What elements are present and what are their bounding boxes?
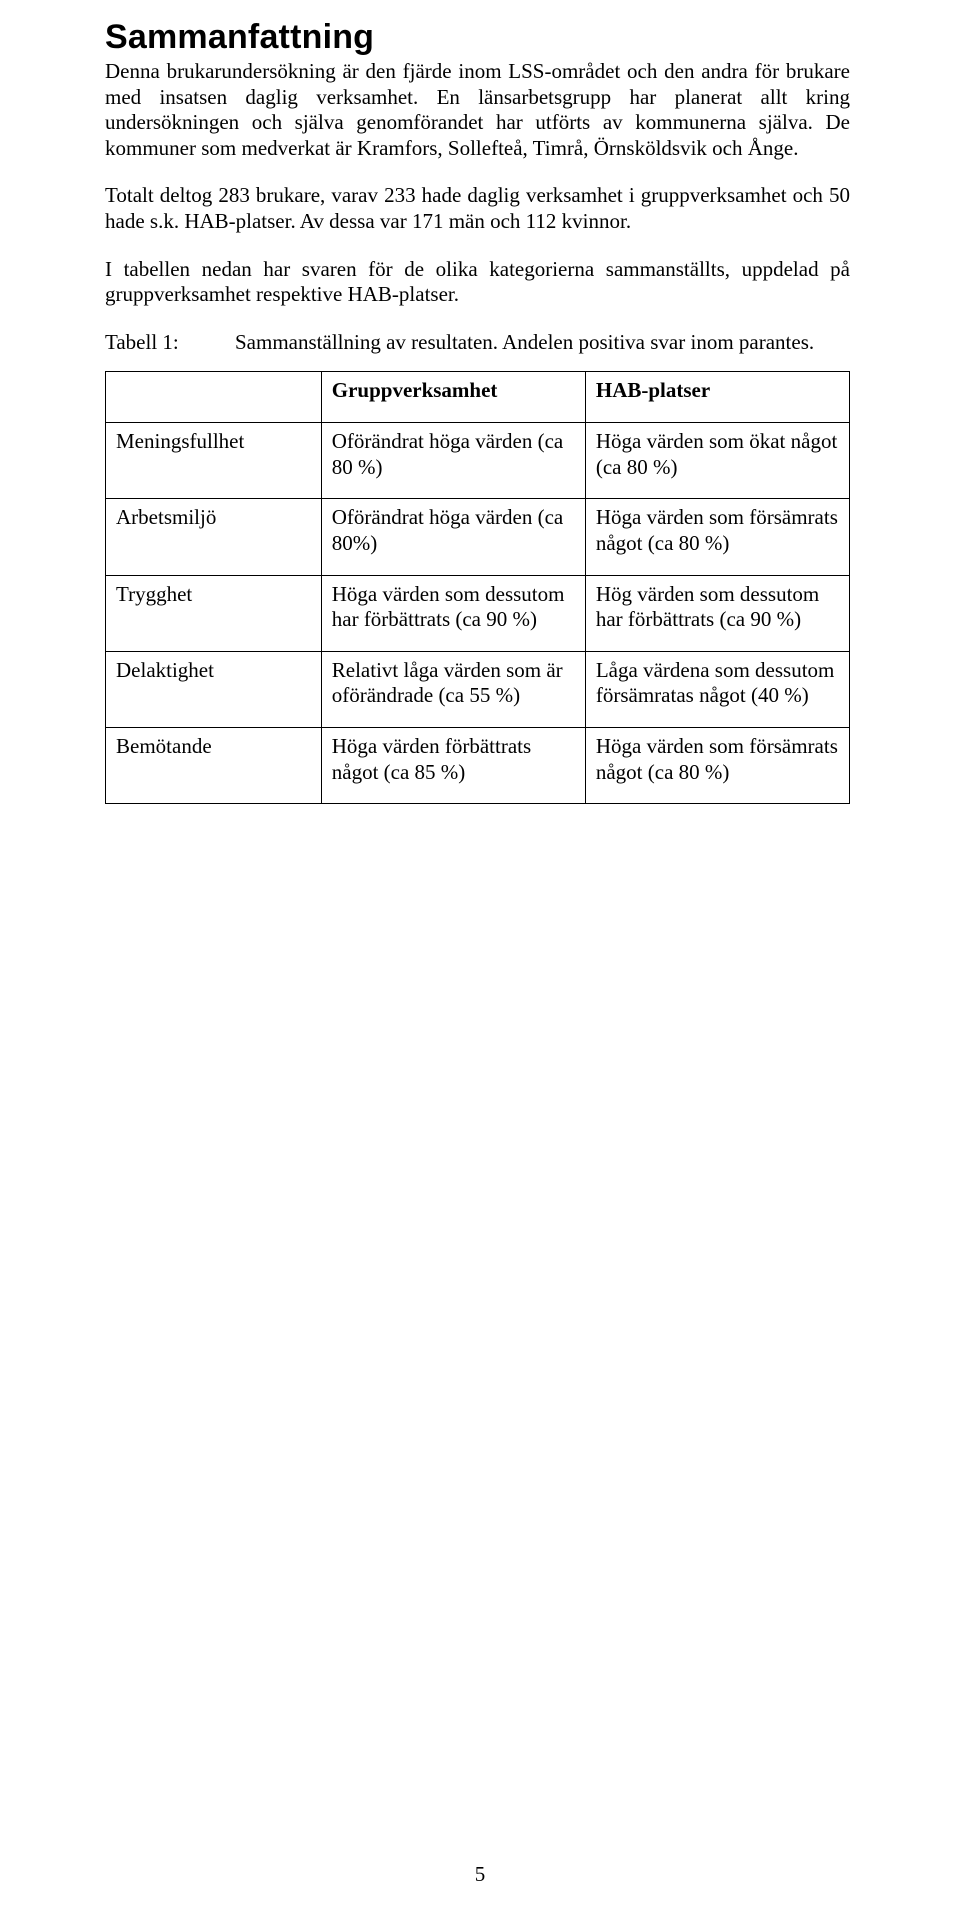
results-table: Gruppverksamhet HAB-platser Meningsfullh… <box>105 371 850 804</box>
document-page: Sammanfattning Denna brukarundersökning … <box>0 0 960 1915</box>
cell-hab: Höga värden som försämrats något (ca 80 … <box>585 499 849 575</box>
page-number: 5 <box>0 1862 960 1887</box>
table-row: Meningsfullhet Oförändrat höga värden (c… <box>106 423 850 499</box>
table-caption: Tabell 1: Sammanställning av resultaten.… <box>105 330 850 356</box>
cell-grupp: Oförändrat höga värden (ca 80%) <box>321 499 585 575</box>
table-row: Bemötande Höga värden förbättrats något … <box>106 727 850 803</box>
paragraph-table-intro: I tabellen nedan har svaren för de olika… <box>105 257 850 308</box>
row-label: Meningsfullhet <box>106 423 322 499</box>
table-row: Arbetsmiljö Oförändrat höga värden (ca 8… <box>106 499 850 575</box>
col-header-grupp: Gruppverksamhet <box>321 372 585 423</box>
row-label: Arbetsmiljö <box>106 499 322 575</box>
table-row: Trygghet Höga värden som dessutom har fö… <box>106 575 850 651</box>
row-label: Trygghet <box>106 575 322 651</box>
table-caption-text: Sammanställning av resultaten. Andelen p… <box>235 330 850 356</box>
cell-grupp: Oförändrat höga värden (ca 80 %) <box>321 423 585 499</box>
cell-hab: Höga värden som försämrats något (ca 80 … <box>585 727 849 803</box>
paragraph-intro: Denna brukarundersökning är den fjärde i… <box>105 59 850 161</box>
cell-grupp: Relativt låga värden som är oförändrade … <box>321 651 585 727</box>
row-label: Bemötande <box>106 727 322 803</box>
col-header-empty <box>106 372 322 423</box>
row-label: Delaktighet <box>106 651 322 727</box>
cell-hab: Hög värden som dessutom har förbättrats … <box>585 575 849 651</box>
cell-hab: Låga värdena som dessutom försämratas nå… <box>585 651 849 727</box>
table-header-row: Gruppverksamhet HAB-platser <box>106 372 850 423</box>
col-header-hab: HAB-platser <box>585 372 849 423</box>
cell-grupp: Höga värden som dessutom har förbättrats… <box>321 575 585 651</box>
table-caption-label: Tabell 1: <box>105 330 235 356</box>
table-row: Delaktighet Relativt låga värden som är … <box>106 651 850 727</box>
cell-hab: Höga värden som ökat något (ca 80 %) <box>585 423 849 499</box>
cell-grupp: Höga värden förbättrats något (ca 85 %) <box>321 727 585 803</box>
page-heading: Sammanfattning <box>105 18 850 57</box>
paragraph-totals: Totalt deltog 283 brukare, varav 233 had… <box>105 183 850 234</box>
